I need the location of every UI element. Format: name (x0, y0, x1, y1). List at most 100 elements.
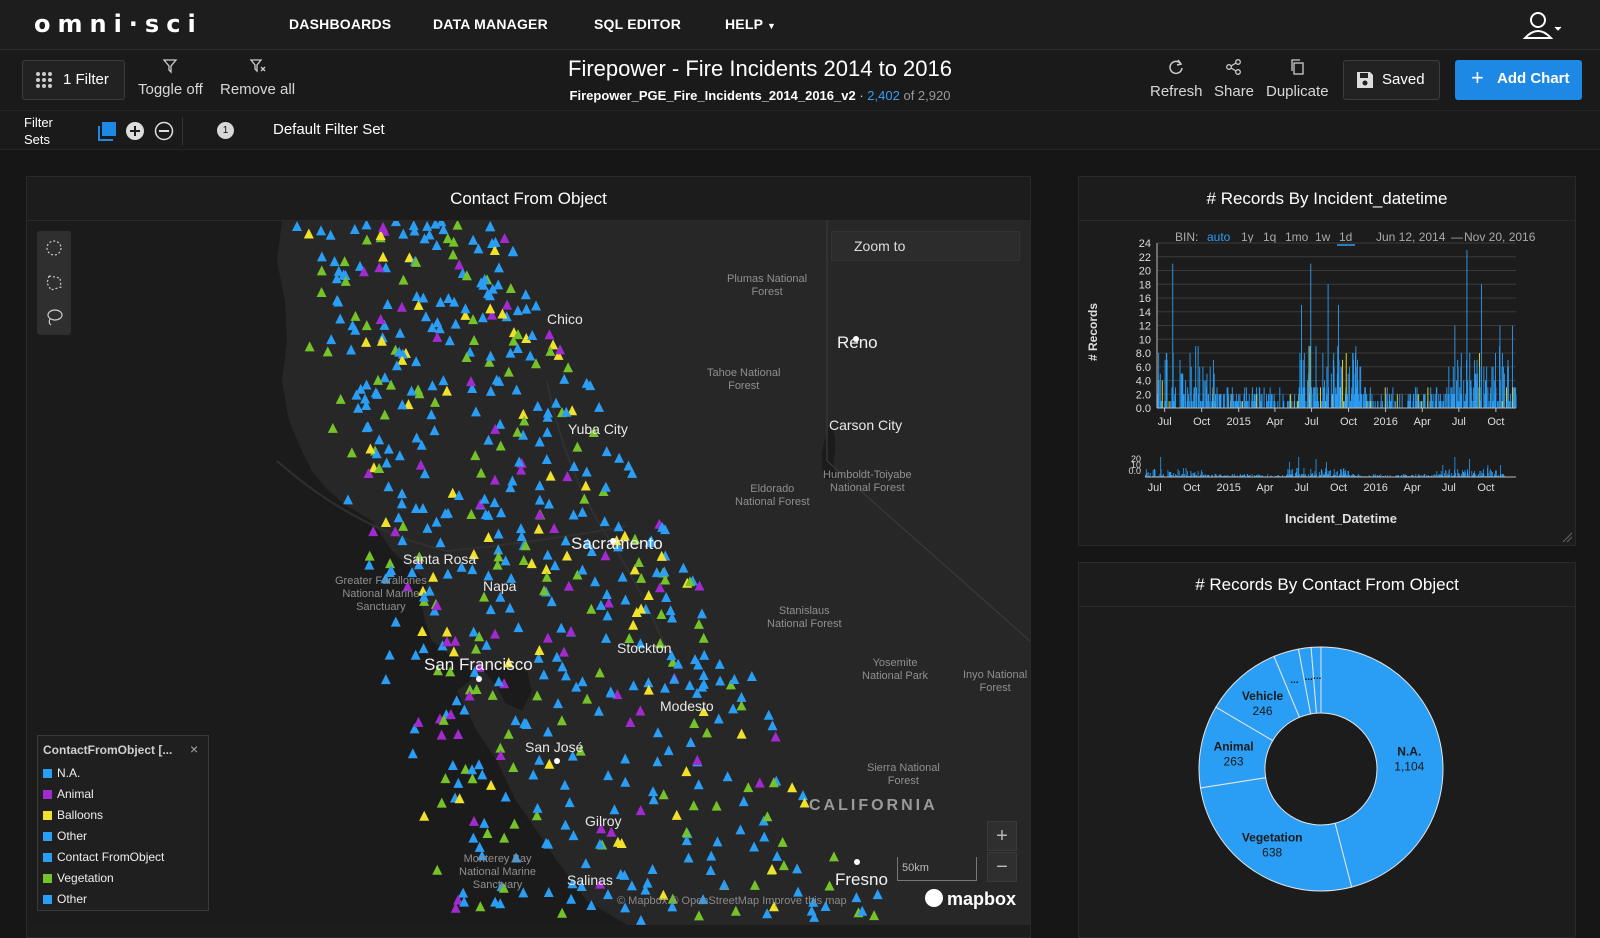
histogram-bar[interactable] (1495, 353, 1496, 408)
nav-help[interactable]: HELP ▼ (725, 16, 776, 32)
legend-title[interactable]: ContactFromObject [... (43, 743, 173, 757)
histogram-bar[interactable] (1493, 401, 1494, 408)
histogram-bar[interactable] (1399, 394, 1401, 408)
histogram-bar[interactable] (1460, 353, 1462, 408)
histogram-bar[interactable] (1194, 387, 1195, 408)
nav-sql-editor[interactable]: SQL EDITOR (594, 16, 682, 32)
histogram-bar[interactable] (1315, 346, 1317, 408)
histogram-bar[interactable] (1345, 353, 1347, 408)
histogram-bar[interactable] (1270, 401, 1271, 408)
histogram-bar[interactable] (1432, 394, 1434, 408)
histogram-chart[interactable]: BIN: auto 1y 1q 1mo 1w 1d Jun 12, 2014 —… (1079, 221, 1575, 545)
histogram-bar[interactable] (1431, 394, 1432, 408)
histogram-bar[interactable] (1171, 387, 1173, 408)
histogram-bar[interactable] (1343, 401, 1345, 408)
legend-item[interactable]: Vegetation (43, 871, 114, 885)
lasso-select-icon[interactable] (45, 308, 63, 326)
histogram-bar[interactable] (1240, 401, 1242, 408)
histogram-bar[interactable] (1486, 366, 1488, 408)
histogram-bar[interactable] (1370, 401, 1372, 408)
histogram-bar[interactable] (1423, 394, 1424, 408)
histogram-bar[interactable] (1195, 346, 1197, 408)
histogram-bar[interactable] (1206, 401, 1208, 408)
histogram-bar[interactable] (1452, 366, 1454, 408)
histogram-bar[interactable] (1353, 359, 1354, 408)
histogram-bar[interactable] (1266, 394, 1267, 408)
filter-button[interactable]: 1 Filter (22, 60, 125, 100)
histogram-bar[interactable] (1172, 263, 1174, 408)
legend-close-icon[interactable]: × (190, 741, 199, 757)
histogram-bar[interactable] (1395, 401, 1397, 408)
histogram-bar[interactable] (1458, 401, 1460, 408)
histogram-bar[interactable] (1512, 387, 1514, 408)
histogram-bar[interactable] (1488, 401, 1490, 408)
histogram-bar[interactable] (1263, 387, 1265, 408)
histogram-bar[interactable] (1509, 394, 1511, 408)
refresh-button[interactable]: Refresh (1150, 58, 1203, 100)
histogram-bar[interactable] (1297, 401, 1299, 408)
histogram-bar[interactable] (1245, 387, 1247, 408)
histogram-bar[interactable] (1342, 401, 1344, 408)
histogram-bar[interactable] (1443, 394, 1445, 408)
histogram-bar[interactable] (1369, 387, 1371, 408)
histogram-bar[interactable] (1202, 366, 1204, 408)
histogram-bar[interactable] (1190, 366, 1192, 408)
histogram-bar[interactable] (1187, 394, 1189, 408)
histogram-bar[interactable] (1408, 401, 1410, 408)
histogram-bar[interactable] (1401, 394, 1403, 408)
histogram-bar[interactable] (1515, 394, 1517, 408)
histogram-bar[interactable] (1164, 359, 1166, 408)
histogram-bar[interactable] (1239, 394, 1241, 408)
histogram-bar[interactable] (1464, 401, 1466, 408)
histogram-bar[interactable] (1159, 373, 1161, 408)
legend-item[interactable]: Other (43, 829, 87, 843)
histogram-bar[interactable] (1224, 394, 1226, 408)
histogram-bar[interactable] (1498, 401, 1500, 408)
histogram-bar[interactable] (1238, 394, 1240, 408)
histogram-bar[interactable] (1206, 373, 1208, 408)
histogram-bar[interactable] (1243, 394, 1245, 408)
histogram-bar[interactable] (1289, 394, 1291, 408)
histogram-bar[interactable] (1368, 401, 1370, 408)
histogram-bar[interactable] (1454, 325, 1456, 409)
remove-all-button[interactable]: Remove all (220, 58, 295, 98)
histogram-bar[interactable] (1340, 366, 1342, 408)
histogram-bar[interactable] (1483, 366, 1485, 408)
histogram-bar[interactable] (1296, 401, 1298, 408)
histogram-bar[interactable] (1440, 401, 1442, 408)
histogram-bar[interactable] (1218, 394, 1220, 408)
histogram-bar[interactable] (1363, 401, 1365, 408)
bin-1w[interactable]: 1w (1315, 230, 1331, 244)
histogram-bar[interactable] (1268, 394, 1270, 408)
histogram-bar[interactable] (1234, 401, 1236, 408)
histogram-bar[interactable] (1228, 394, 1230, 408)
histogram-bar[interactable] (1179, 359, 1181, 408)
map-attribution[interactable]: © Mapbox © OpenStreetMap Improve this ma… (617, 895, 847, 907)
histogram-bar[interactable] (1475, 373, 1477, 408)
histogram-bar[interactable] (1158, 353, 1160, 408)
histogram-bar[interactable] (1479, 387, 1481, 408)
histogram-bar[interactable] (1448, 394, 1450, 408)
histogram-bar[interactable] (1290, 394, 1292, 408)
histogram-bar[interactable] (1327, 284, 1329, 408)
histogram-bar[interactable] (1251, 387, 1253, 408)
histogram-bar[interactable] (1196, 387, 1197, 408)
histogram-bar[interactable] (1256, 394, 1258, 408)
pie-slice[interactable] (1310, 646, 1322, 714)
histogram-bar[interactable] (1309, 346, 1311, 408)
histogram-bar[interactable] (1226, 387, 1228, 408)
histogram-bar[interactable] (1313, 387, 1315, 408)
histogram-bar[interactable] (1184, 394, 1186, 408)
histogram-bar[interactable] (1421, 401, 1423, 408)
histogram-bar[interactable] (1317, 401, 1319, 408)
histogram-bar[interactable] (1321, 401, 1323, 408)
zoom-in-button[interactable]: + (987, 821, 1017, 851)
pie-slice[interactable] (1320, 646, 1444, 888)
range-start[interactable]: Jun 12, 2014 (1376, 230, 1446, 244)
histogram-bar[interactable] (1286, 401, 1288, 408)
histogram-bar[interactable] (1377, 401, 1379, 408)
histogram-bar[interactable] (1374, 401, 1376, 408)
histogram-bar[interactable] (1361, 394, 1363, 408)
histogram-bar[interactable] (1407, 394, 1409, 408)
